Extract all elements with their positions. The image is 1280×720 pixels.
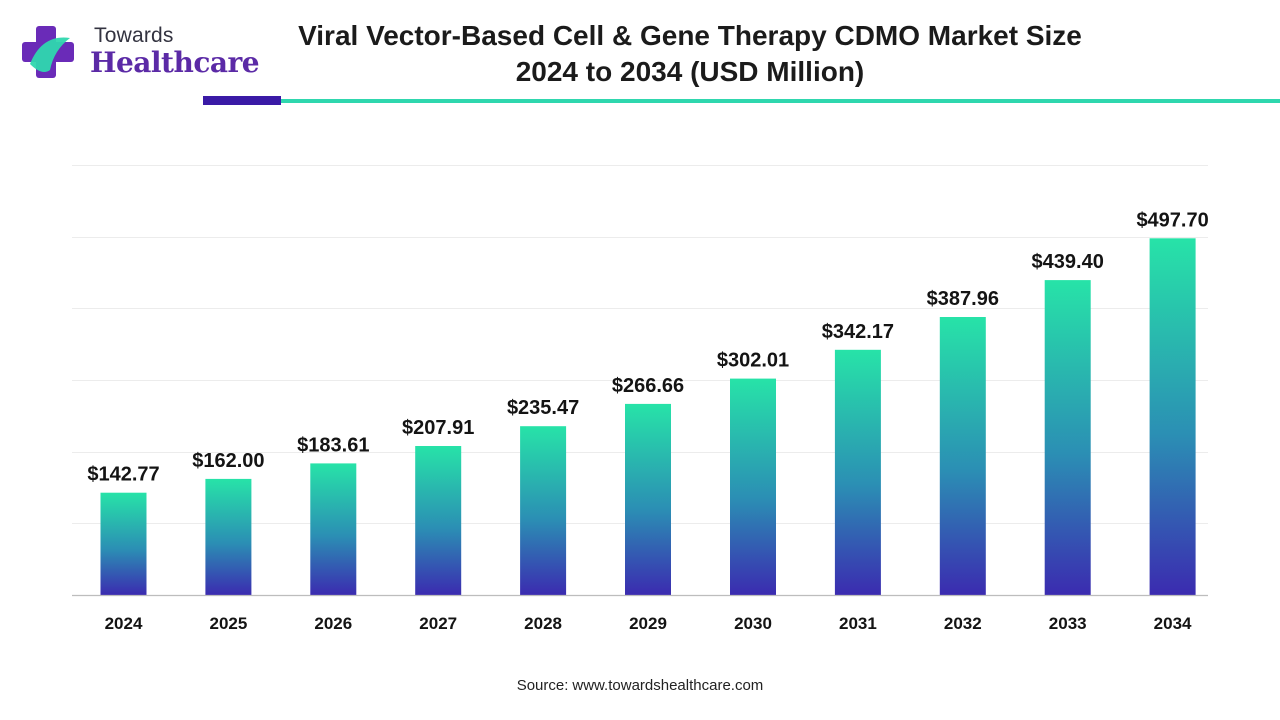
bars [100, 238, 1196, 596]
x-tick-label-2029: 2029 [629, 614, 667, 633]
data-label-2027: $207.91 [402, 417, 474, 439]
health-cross-icon [22, 26, 74, 78]
data-labels: $142.77 $162.00 $183.61 $207.91 $235.47 $266.… [87, 209, 1208, 485]
source-link[interactable]: www.towardshealthcare.com [572, 677, 764, 694]
bar-2029 [625, 403, 671, 595]
bar-2028 [520, 426, 567, 595]
data-label-2029: $266.66 [612, 375, 684, 397]
x-tick-label-2030: 2030 [734, 614, 772, 633]
data-label-2033: $439.40 [1032, 251, 1104, 273]
x-tick-label-2027: 2027 [419, 614, 457, 633]
header-divider [281, 99, 1280, 103]
chart-title: Viral Vector-Based Cell & Gene Therapy C… [280, 18, 1100, 90]
chart-title-line2: 2024 to 2034 (USD Million) [515, 56, 865, 87]
data-label-2026: $183.61 [297, 434, 369, 456]
source-label: Source: [516, 677, 569, 694]
x-tick-label-2031: 2031 [839, 614, 877, 633]
data-label-2034: $497.70 [1136, 209, 1208, 231]
x-tick-label-2028: 2028 [524, 614, 562, 633]
bar-2026 [310, 463, 357, 595]
data-label-2031: $342.17 [822, 321, 894, 343]
x-tick-label-2025: 2025 [209, 614, 247, 633]
brand-name-line2: Healthcare [90, 46, 260, 79]
brand-logo: Towards Healthcare [20, 20, 260, 84]
brand-name-line1: Towards [94, 24, 174, 47]
data-label-2030: $302.01 [717, 350, 789, 372]
bar-2034 [1149, 238, 1196, 596]
bar-2031 [834, 349, 881, 595]
data-label-2028: $235.47 [507, 397, 579, 419]
data-label-2032: $387.96 [927, 288, 999, 310]
bar-2033 [1044, 280, 1091, 595]
bar-2025 [205, 478, 252, 595]
bar-2027 [415, 446, 462, 595]
x-tick-label-2026: 2026 [314, 614, 352, 633]
bar-2024 [100, 492, 147, 595]
x-tick-label-2033: 2033 [1049, 614, 1087, 633]
x-axis-ticks: 2024 2025 2026 2027 2028 2029 2030 2031 2032 2033… [105, 614, 1192, 633]
data-label-2024: $142.77 [87, 464, 159, 486]
header-accent-bar [203, 96, 281, 105]
x-tick-label-2024: 2024 [105, 614, 143, 633]
source-note: Source: www.towardshealthcare.com [0, 677, 1280, 694]
x-tick-label-2034: 2034 [1154, 614, 1192, 633]
bar-2032 [939, 317, 986, 595]
bar-2030 [730, 378, 776, 595]
data-label-2025: $162.00 [192, 450, 264, 472]
x-tick-label-2032: 2032 [944, 614, 982, 633]
chart-title-line1: Viral Vector-Based Cell & Gene Therapy C… [298, 20, 1082, 51]
